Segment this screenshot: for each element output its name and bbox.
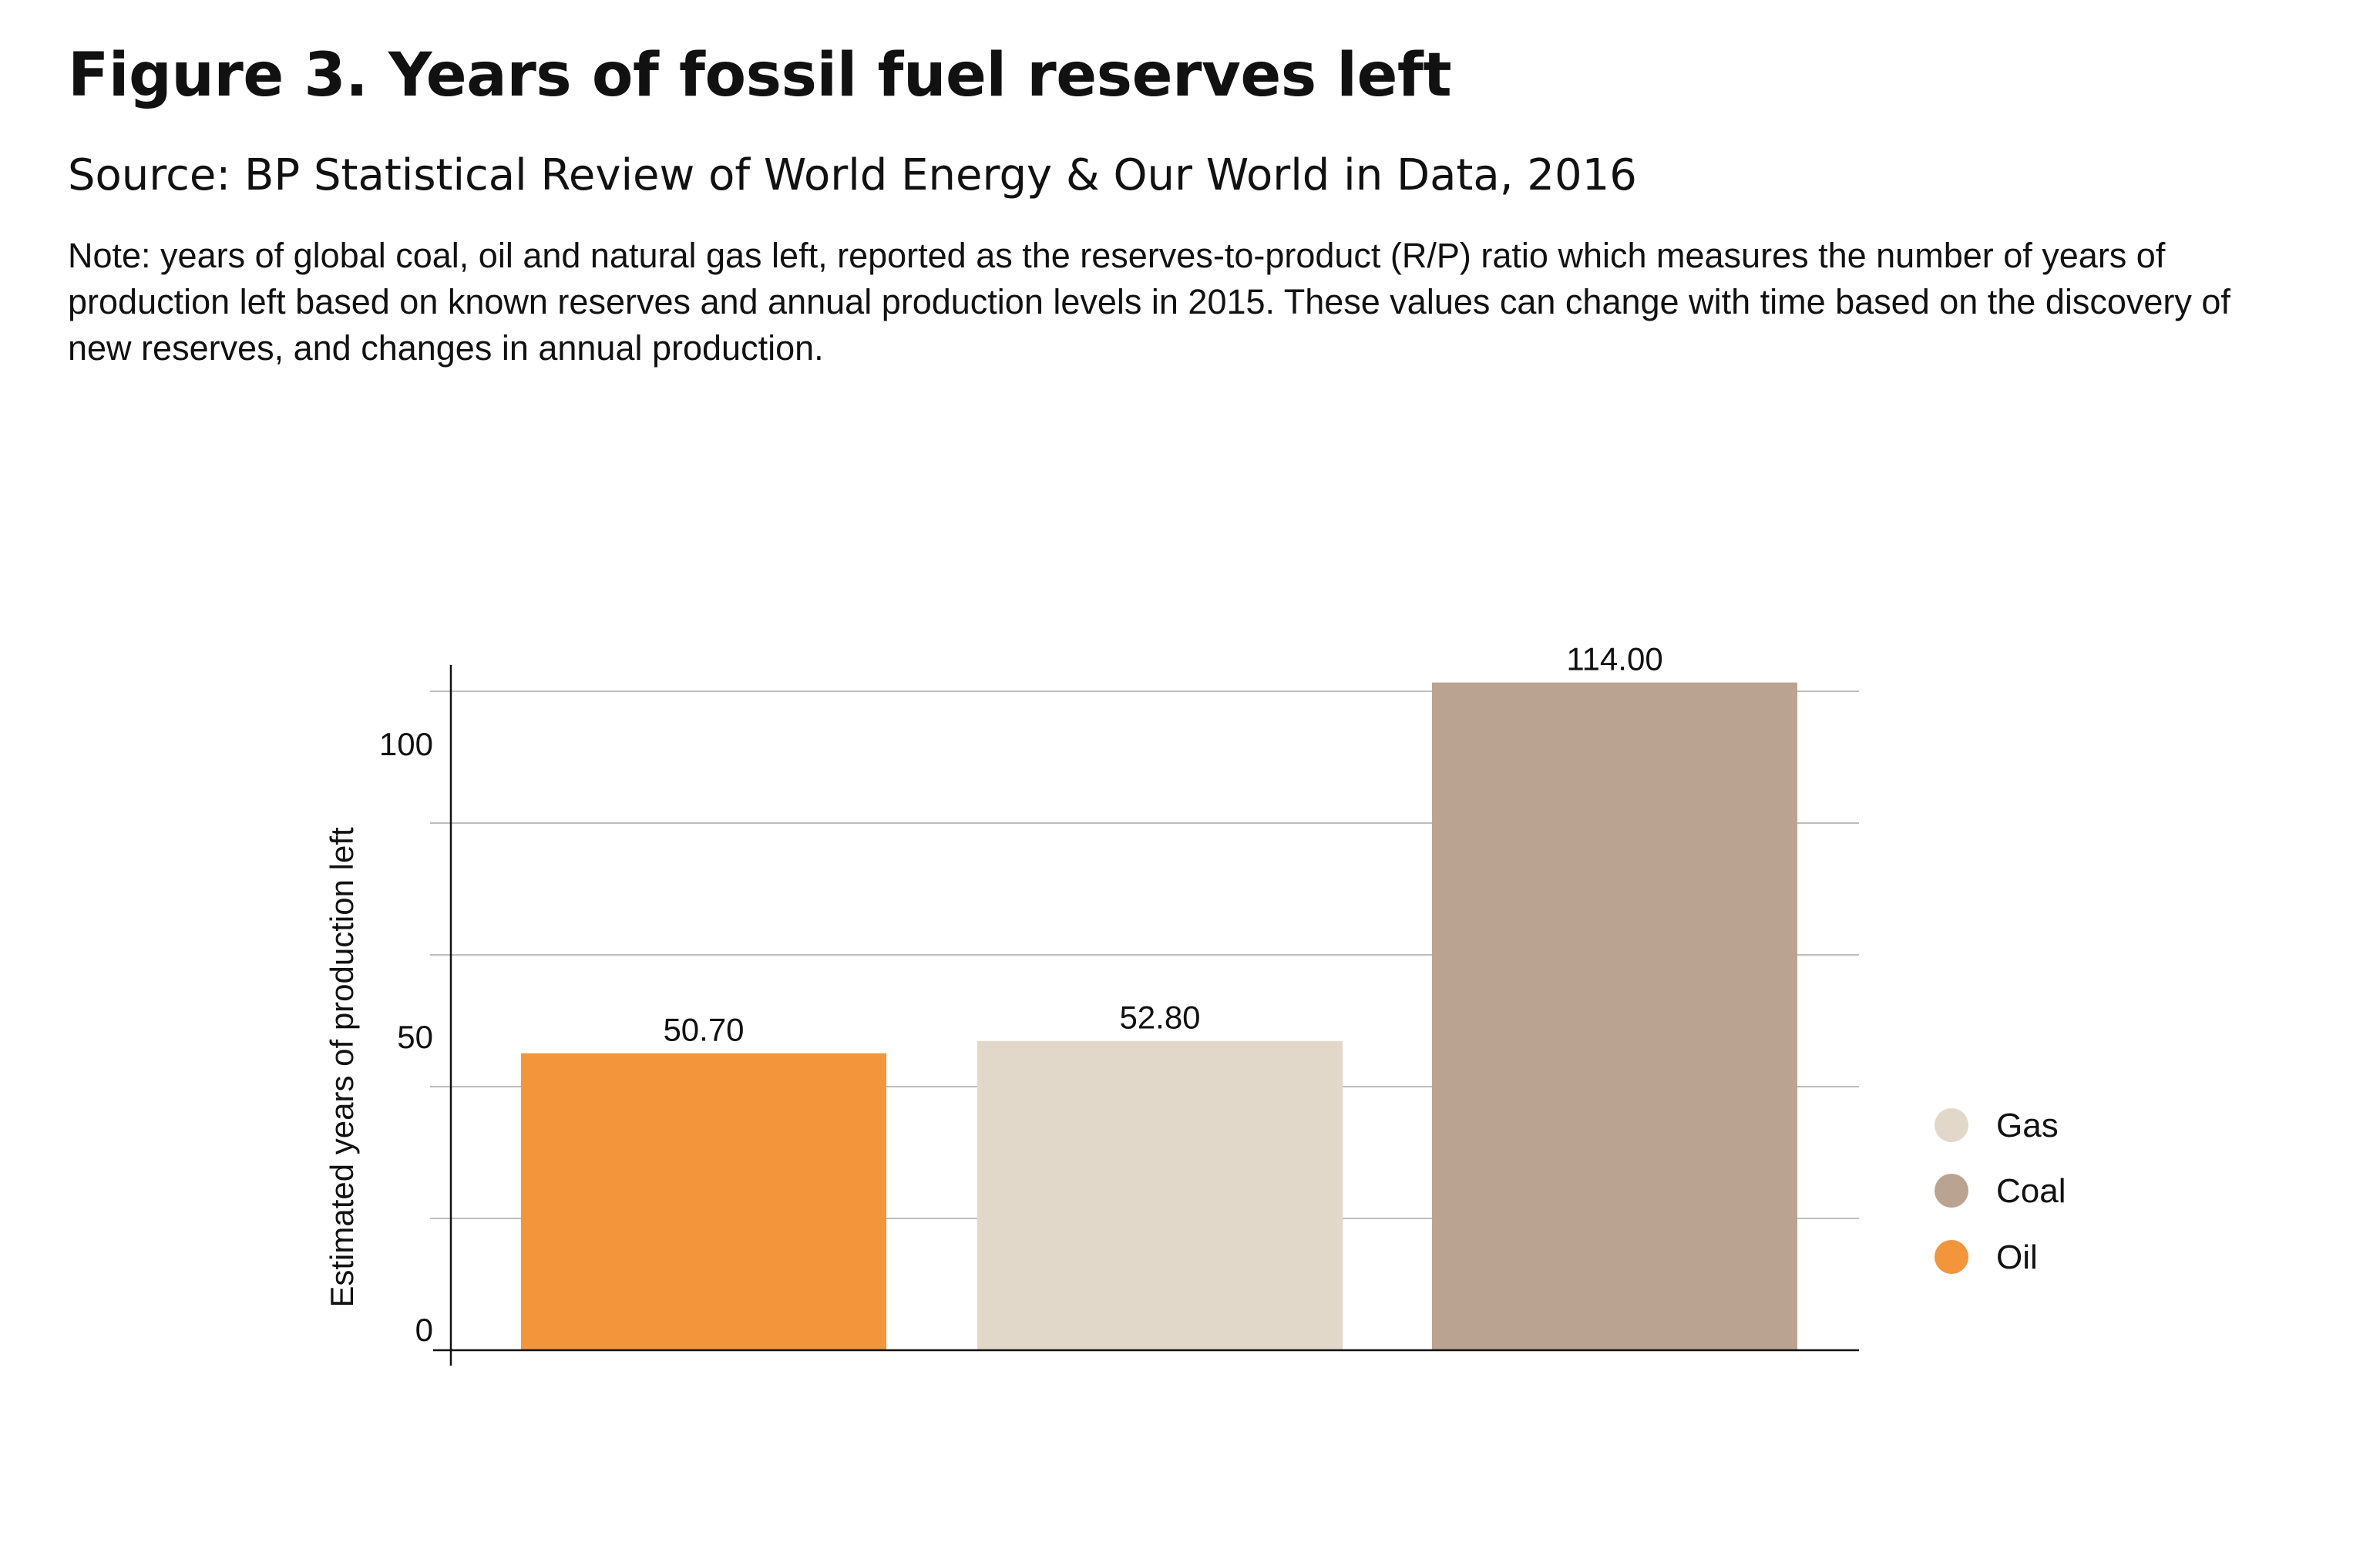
chart-title: Figure 3. Years of fossil fuel reserves … bbox=[68, 41, 1452, 110]
legend-label: Coal bbox=[1996, 1172, 2066, 1210]
bar-coal bbox=[1432, 682, 1797, 1350]
y-tick-label: 0 bbox=[415, 1312, 433, 1348]
data-label-oil: 50.70 bbox=[663, 1012, 744, 1048]
axes bbox=[433, 664, 1859, 1366]
chart-source: Source: BP Statistical Review of World E… bbox=[68, 150, 1637, 200]
bars bbox=[521, 682, 1797, 1350]
chart-note: Note: years of global coal, oil and natu… bbox=[68, 236, 2230, 368]
y-tick-labels: 0 50 100 bbox=[379, 726, 433, 1348]
legend-label: Oil bbox=[1996, 1238, 2038, 1276]
legend-label: Gas bbox=[1996, 1107, 2059, 1144]
data-label-gas: 52.80 bbox=[1119, 1000, 1200, 1036]
legend-item-coal: Coal bbox=[1935, 1172, 2066, 1210]
bar-oil bbox=[521, 1053, 886, 1350]
legend-swatch bbox=[1935, 1108, 1968, 1142]
data-label-coal: 114.00 bbox=[1566, 641, 1662, 677]
legend-item-oil: Oil bbox=[1935, 1238, 2038, 1276]
y-tick-label: 100 bbox=[379, 726, 433, 762]
legend-swatch bbox=[1935, 1174, 1968, 1208]
legend-item-gas: Gas bbox=[1935, 1107, 2059, 1144]
legend-swatch bbox=[1935, 1240, 1968, 1274]
y-axis-title: Estimated years of production left bbox=[324, 827, 360, 1308]
legend: Gas Coal Oil bbox=[1935, 1107, 2066, 1276]
data-labels: 50.70 52.80 114.00 bbox=[663, 641, 1662, 1048]
y-tick-label: 50 bbox=[397, 1019, 433, 1055]
bar-gas bbox=[977, 1040, 1343, 1350]
